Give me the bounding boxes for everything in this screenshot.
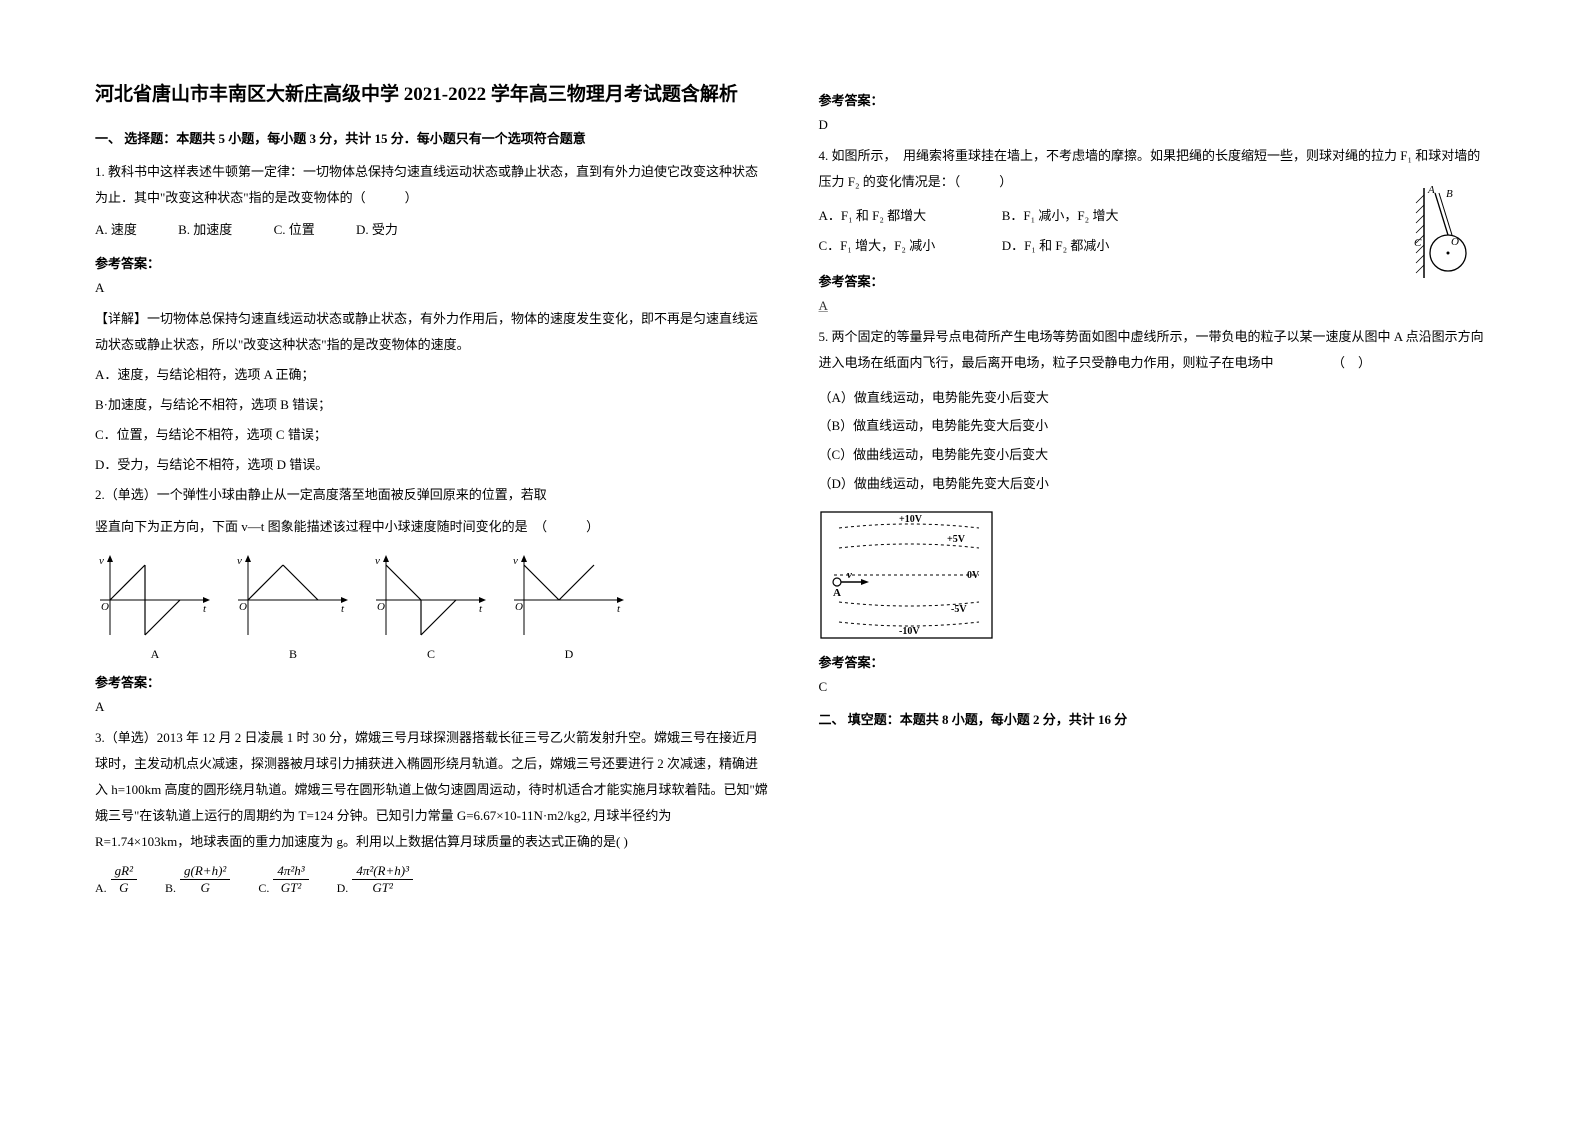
q2-text2: 竖直向下为正方向，下面 v—t 图象能描述该过程中小球速度随时间变化的是 （ ） — [95, 514, 769, 540]
q3-opt-b: B. g(R+h)²G — [165, 863, 230, 896]
svg-text:C: C — [1414, 237, 1422, 249]
q1-exp2: A．速度，与结论相符，选项 A 正确； — [95, 362, 769, 388]
svg-text:v: v — [513, 555, 518, 567]
vt-graph-a-icon: v t O — [95, 550, 215, 645]
svg-text:v: v — [237, 555, 242, 567]
q5-options: （A）做直线运动，电势能先变小后变大 （B）做直线运动，电势能先变大后变小 （C… — [819, 384, 1493, 498]
q1-answer-label: 参考答案： — [95, 253, 769, 272]
q1-exp5: D．受力，与结论不相符，选项 D 错误。 — [95, 452, 769, 478]
q2-answer-label: 参考答案： — [95, 672, 769, 691]
q2-graph-c: v t O C — [371, 550, 491, 660]
svg-text:t: t — [617, 603, 621, 615]
left-column: 河北省唐山市丰南区大新庄高级中学 2021-2022 学年高三物理月考试题含解析… — [95, 80, 769, 1082]
q1-exp4: C．位置，与结论不相符，选项 C 错误； — [95, 422, 769, 448]
q5-answer-label: 参考答案： — [819, 652, 1493, 671]
q1-exp1: 【详解】一切物体总保持匀速直线运动状态或静止状态，有外力作用后，物体的速度发生变… — [95, 306, 769, 358]
page-title: 河北省唐山市丰南区大新庄高级中学 2021-2022 学年高三物理月考试题含解析 — [95, 80, 769, 110]
svg-text:O: O — [1451, 236, 1459, 248]
q3-answer-label: 参考答案： — [819, 90, 1493, 109]
q3-opt-c: C. 4π²h³GT² — [258, 863, 308, 896]
q4-opt-d: D．F₁ 和 F₂ 都减小 — [1002, 238, 1110, 253]
q2-answer: A — [95, 699, 769, 715]
q2-graphs: v t O A v t O B — [95, 550, 769, 660]
svg-text:B: B — [1446, 188, 1453, 200]
q4-diagram: A B C O — [1402, 183, 1482, 283]
q5-text: 5. 两个固定的等量异号点电荷所产生电场等势面如图中虚线所示，一带负电的粒子以某… — [819, 324, 1493, 376]
svg-text:t: t — [341, 603, 345, 615]
svg-text:t: t — [203, 603, 207, 615]
svg-text:O: O — [515, 601, 523, 613]
q2-graph-d: v t O D — [509, 550, 629, 660]
svg-text:O: O — [377, 601, 385, 613]
svg-text:-5V: -5V — [951, 604, 967, 615]
svg-text:+10V: +10V — [899, 514, 923, 525]
vt-graph-d-icon: v t O — [509, 550, 629, 645]
q2-graph-a: v t O A — [95, 550, 215, 660]
svg-text:t: t — [479, 603, 483, 615]
q2-graph-a-label: A — [151, 647, 160, 662]
svg-text:v: v — [375, 555, 380, 567]
svg-text:0V: 0V — [967, 570, 980, 581]
q1-opt-d: D. 受力 — [356, 222, 398, 237]
q2-graph-d-label: D — [565, 647, 574, 662]
q5-opt-c: （C）做曲线运动，电势能先变小后变大 — [819, 441, 1493, 470]
q1-opt-a: A. 速度 — [95, 222, 137, 237]
right-column: 参考答案： D 4. 如图所示， 用绳索将重球挂在墙上，不考虑墙的摩擦。如果把绳… — [819, 80, 1493, 1082]
q4-answer-label: 参考答案： — [819, 271, 1493, 290]
q4-options: A．F₁ 和 F₂ 都增大 B．F₁ 减小，F₂ 增大 C．F₁ 增大，F₂ 减… — [819, 201, 1493, 261]
q3-opt-a: A. gR²G — [95, 863, 137, 896]
section-1-heading: 一、 选择题：本题共 5 小题，每小题 3 分，共计 15 分．每小题只有一个选… — [95, 128, 769, 147]
q4-opt-b: B．F₁ 减小，F₂ 增大 — [1002, 208, 1119, 223]
q5-answer: C — [819, 679, 1493, 695]
vt-graph-c-icon: v t O — [371, 550, 491, 645]
svg-text:O: O — [239, 601, 247, 613]
vt-graph-b-icon: v t O — [233, 550, 353, 645]
svg-text:v: v — [847, 569, 852, 581]
q4-opt-a: A．F₁ 和 F₂ 都增大 — [819, 201, 999, 231]
q1-opt-b: B. 加速度 — [178, 222, 232, 237]
q4-opt-c: C．F₁ 增大，F₂ 减小 — [819, 231, 999, 261]
ball-wall-icon: A B C O — [1402, 183, 1482, 283]
q3-opt-d: D. 4π²(R+h)³GT² — [337, 863, 413, 896]
q2-graph-b: v t O B — [233, 550, 353, 660]
q1-options: A. 速度 B. 加速度 C. 位置 D. 受力 — [95, 217, 769, 243]
q1-text: 1. 教科书中这样表述牛顿第一定律：一切物体总保持匀速直线运动状态或静止状态，直… — [95, 159, 769, 211]
svg-text:+5V: +5V — [947, 534, 966, 545]
q5-diagram: +10V +5V 0V -5V -10V v A — [819, 510, 994, 640]
equipotential-icon: +10V +5V 0V -5V -10V v A — [819, 510, 994, 640]
svg-text:v: v — [99, 555, 104, 567]
q2-graph-c-label: C — [427, 647, 435, 662]
q2-text1: 2.（单选）一个弹性小球由静止从一定高度落至地面被反弹回原来的位置，若取 — [95, 482, 769, 508]
q4-answer: A — [819, 298, 1493, 314]
q3-text: 3.（单选）2013 年 12 月 2 日凌晨 1 时 30 分，嫦娥三号月球探… — [95, 725, 769, 855]
q3-options: A. gR²G B. g(R+h)²G C. 4π²h³GT² D. 4π²(R… — [95, 863, 769, 896]
svg-text:-10V: -10V — [899, 626, 920, 637]
q4-wrap: 4. 如图所示， 用绳索将重球挂在墙上，不考虑墙的摩擦。如果把绳的长度缩短一些，… — [819, 143, 1493, 261]
q1-exp3: B·加速度，与结论不相符，选项 B 错误； — [95, 392, 769, 418]
q2-graph-b-label: B — [289, 647, 297, 662]
q5-opt-d: （D）做曲线运动，电势能先变大后变小 — [819, 470, 1493, 499]
svg-text:A: A — [1427, 184, 1435, 196]
q3-answer: D — [819, 117, 1493, 133]
q4-text: 4. 如图所示， 用绳索将重球挂在墙上，不考虑墙的摩擦。如果把绳的长度缩短一些，… — [819, 143, 1493, 195]
q5-opt-a: （A）做直线运动，电势能先变小后变大 — [819, 384, 1493, 413]
svg-text:O: O — [101, 601, 109, 613]
q1-opt-c: C. 位置 — [274, 222, 315, 237]
q1-answer: A — [95, 280, 769, 296]
svg-text:A: A — [833, 587, 841, 599]
section-2-heading: 二、 填空题：本题共 8 小题，每小题 2 分，共计 16 分 — [819, 709, 1493, 728]
q5-opt-b: （B）做直线运动，电势能先变大后变小 — [819, 412, 1493, 441]
